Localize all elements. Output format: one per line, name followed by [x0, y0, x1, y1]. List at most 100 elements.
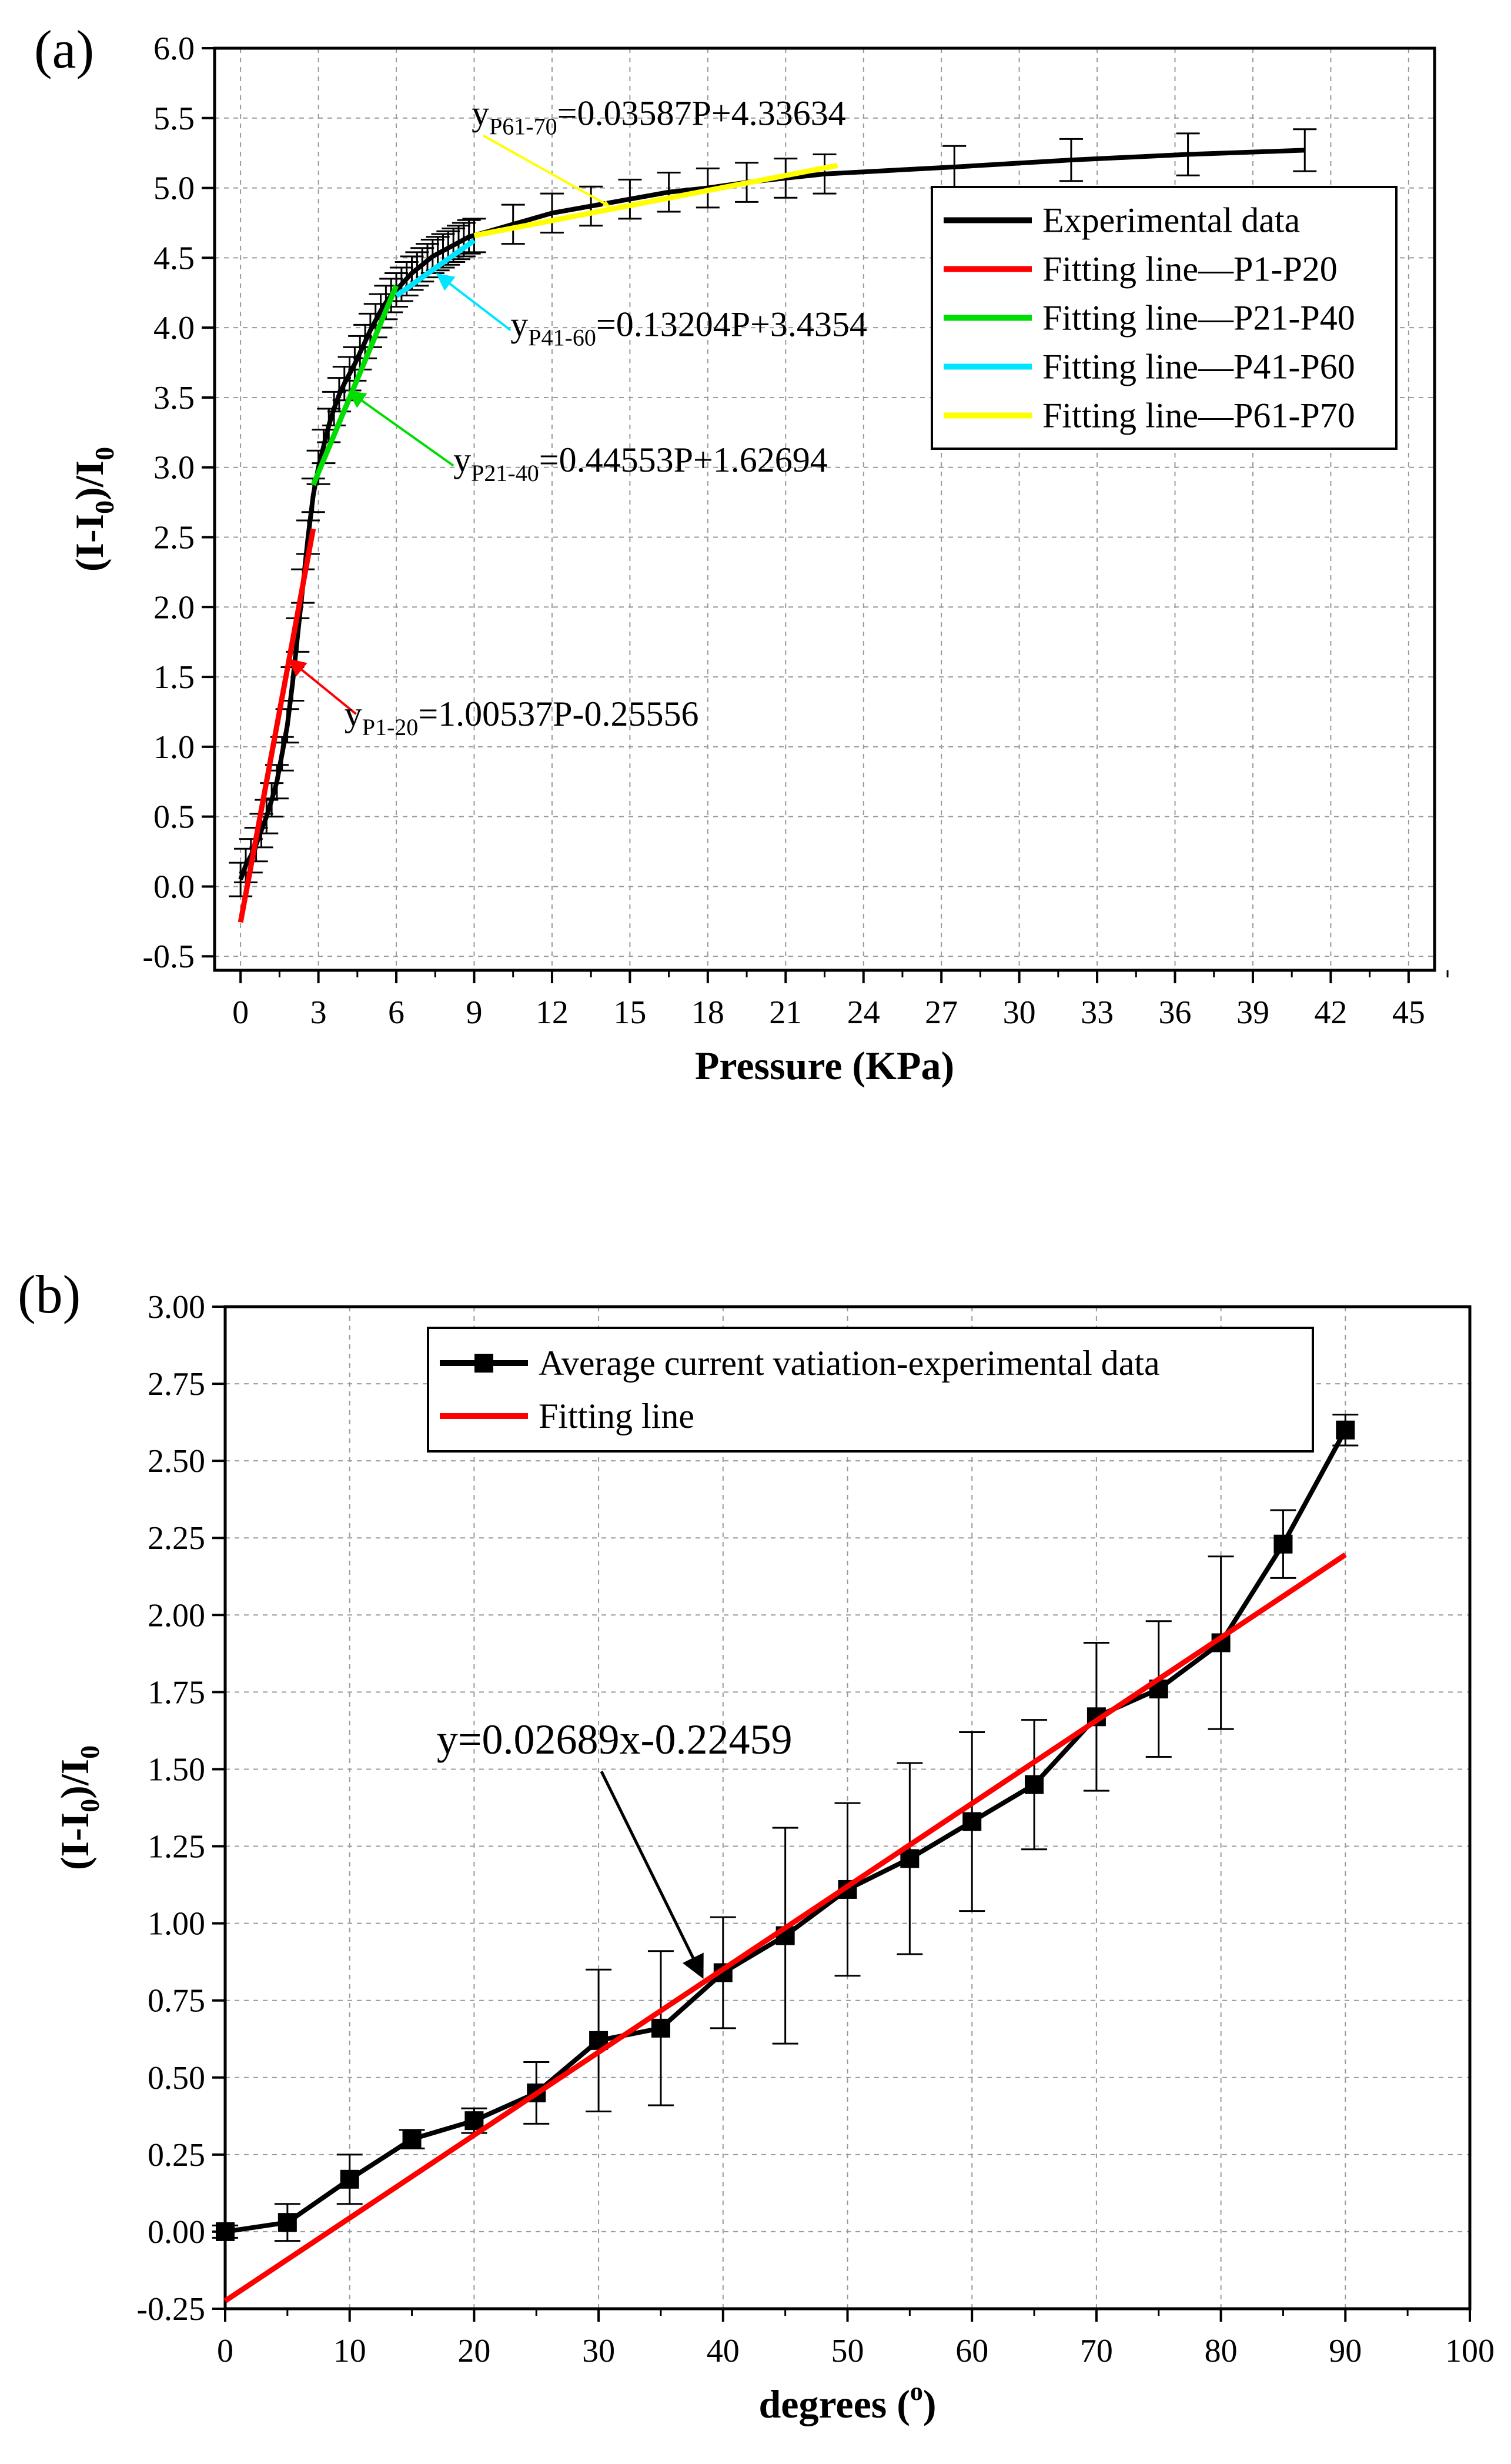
y-tick-label: 1.75: [148, 1674, 205, 1711]
annotation-label: yP41-60=0.13204P+3.4354: [510, 305, 867, 350]
y-tick-label: 0.0: [153, 869, 195, 905]
y-tick-label: 0.00: [148, 2214, 205, 2251]
y-tick-label: 2.25: [148, 1520, 205, 1557]
x-axis-title-sup: o: [910, 2377, 923, 2406]
y-tick-label: 5.5: [153, 101, 195, 137]
y-axis-title-sub: 0: [89, 500, 119, 514]
series-line: [395, 238, 476, 298]
x-tick-label: 45: [1392, 994, 1425, 1031]
panel-label: (a): [34, 19, 94, 79]
y-tick-label: 1.50: [148, 1751, 205, 1788]
x-tick-label: 6: [388, 994, 405, 1031]
y-axis-title: (I-I0)/I0: [52, 1745, 105, 1870]
x-axis-title: degrees (o): [758, 2377, 936, 2426]
x-tick-label: 15: [613, 994, 646, 1031]
legend-item-3: Fitting line—P41-P60: [944, 348, 1355, 386]
annotation-sub: P1-20: [362, 714, 419, 740]
y-axis-title: (I-I0)/I0: [67, 447, 119, 572]
y-tick-label: 3.5: [153, 380, 195, 416]
x-tick-label: 50: [831, 2333, 864, 2369]
y-axis-title-end: 0: [89, 447, 119, 460]
data-point: [900, 1849, 920, 1868]
legend-box: [427, 1327, 1314, 1453]
annotation-2: yP21-40=0.44553P+1.62694: [347, 390, 828, 486]
y-axis-title-end: 0: [75, 1745, 105, 1759]
y-tick-label: 2.5: [153, 520, 195, 556]
legend-label: Fitting line—P41-P60: [1042, 348, 1355, 386]
x-tick-label: 90: [1329, 2333, 1362, 2369]
y-tick-label: 5.0: [153, 171, 195, 207]
y-tick-label: 3.00: [148, 1289, 205, 1326]
x-tick-label: 0: [217, 2333, 233, 2369]
legend-item-2: Fitting line—P21-P40: [944, 299, 1355, 338]
y-axis-title-group: (I-I0)/I0: [52, 1745, 105, 1870]
y-tick-label: -0.5: [142, 939, 195, 975]
series-4: [473, 162, 838, 239]
y-tick-label: 4.5: [153, 240, 195, 276]
series-line: [238, 528, 316, 923]
y-axis-title-mid: )/I: [67, 460, 112, 500]
x-tick-label: 39: [1236, 994, 1269, 1031]
y-tick-label: 3.0: [153, 450, 195, 486]
x-tick-label: 42: [1314, 994, 1347, 1031]
x-tick-label: 100: [1445, 2333, 1495, 2369]
x-tick-label: 12: [536, 994, 569, 1031]
series-line: [473, 162, 838, 239]
chart-pressure: (a)0 3 6 9 12 15 18 21 24 27 30 33 36 39 42 45-0.50.00.…: [34, 19, 1449, 1088]
x-tick-label: 33: [1081, 994, 1114, 1031]
legend-label: Experimental data: [1042, 201, 1300, 240]
legend-label: Fitting line: [539, 1397, 694, 1435]
y-tick-label: 6.0: [153, 31, 195, 67]
x-tick-label: 20: [457, 2333, 490, 2369]
annotation-main: y: [472, 94, 489, 133]
annotation-sub: P21-40: [471, 460, 539, 486]
legend-item-0: Average current vatiation-experimental d…: [440, 1344, 1160, 1383]
series-2: [310, 285, 399, 486]
x-tick-label: 0: [232, 994, 249, 1031]
legend-item-1: Fitting line—P1-P20: [944, 250, 1338, 289]
x-axis-title: Pressure (KPa): [695, 1043, 954, 1088]
data-point: [216, 2222, 235, 2241]
series-3: [395, 238, 476, 298]
y-tick-label: 4.0: [153, 310, 195, 346]
y-axis-title-group: (I-I0)/I0: [67, 447, 119, 572]
y-tick-label: 1.5: [153, 659, 195, 696]
x-tick-label: 30: [1003, 994, 1036, 1031]
series-line: [223, 1552, 1347, 2303]
legend-item-1: Fitting line: [440, 1397, 694, 1435]
legend: Experimental data Fitting line—P1-P20 Fitt…: [931, 186, 1398, 450]
annotation-3: yP1-20=1.00537P-0.25556: [288, 659, 699, 740]
data-point: [402, 2129, 422, 2149]
x-axis-title-end: ): [923, 2382, 937, 2426]
x-tick-label: 3: [310, 994, 327, 1031]
x-tick-label: 40: [707, 2333, 740, 2369]
x-tick-label: 27: [925, 994, 958, 1031]
y-axis-title-sub: 0: [75, 1799, 105, 1812]
annotation-sub: P41-60: [528, 324, 596, 350]
panel-label: (b): [18, 1264, 81, 1324]
x-tick-label: 30: [582, 2333, 615, 2369]
x-tick-label: 70: [1080, 2333, 1113, 2369]
x-tick-label: 60: [955, 2333, 988, 2369]
y-tick-label: 0.75: [148, 1983, 205, 2019]
data-point: [340, 2169, 359, 2189]
annotation-1: yP41-60=0.13204P+3.4354: [436, 273, 867, 350]
annotation-arrow: [436, 273, 512, 331]
legend: Average current vatiation-experimental d…: [427, 1327, 1314, 1453]
legend-item-0: Experimental data: [944, 201, 1300, 240]
y-tick-label: 0.50: [148, 2060, 205, 2096]
series-0: [212, 1414, 1359, 2242]
data-point: [651, 2018, 670, 2038]
annotation-rest: =1.00537P-0.25556: [418, 695, 698, 733]
annotation-0: yP61-70=0.03587P+4.33634: [472, 94, 846, 208]
y-tick-label: 1.0: [153, 729, 195, 766]
x-tick-label: 10: [333, 2333, 366, 2369]
y-tick-label: 0.25: [148, 2137, 205, 2173]
annotation-label: y=0.02689x-0.22459: [437, 1716, 793, 1763]
annotation-sub: P61-70: [489, 113, 557, 140]
x-tick-label: 9: [466, 994, 482, 1031]
annotation-rest: =0.13204P+3.4354: [596, 305, 867, 343]
chart-degrees: (b) 0 10 20 30 40 50 60 70 80 90 100 -0.25 0.00 0.25 0.…: [18, 1264, 1495, 2426]
y-axis-title-main: (I-I: [67, 514, 112, 572]
